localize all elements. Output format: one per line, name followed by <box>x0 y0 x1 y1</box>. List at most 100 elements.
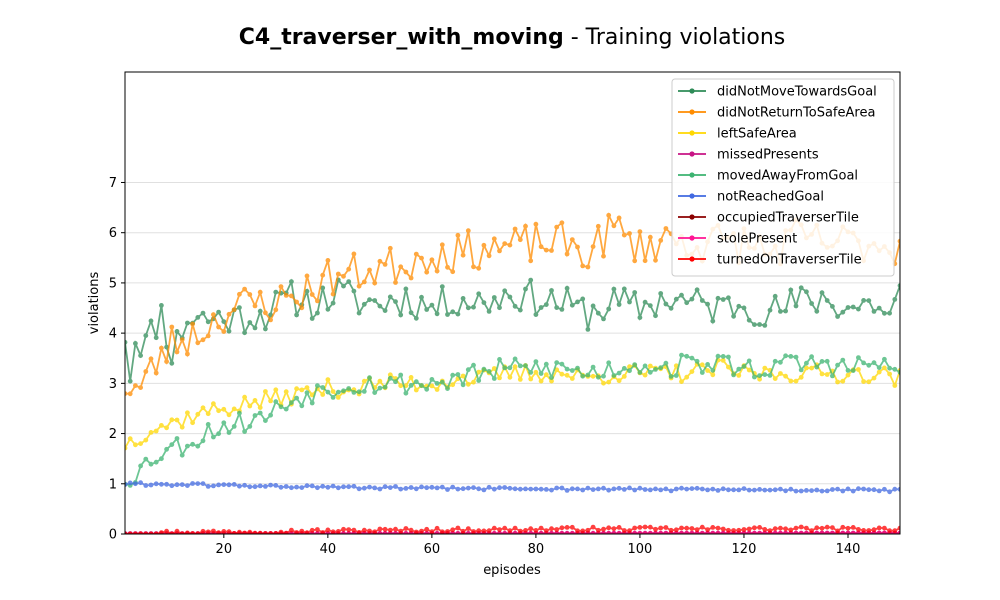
series-movedAwayFromGoal <box>125 352 900 488</box>
data-point <box>575 486 580 492</box>
data-point <box>658 291 664 296</box>
data-point <box>174 417 180 423</box>
data-point <box>559 531 565 534</box>
data-point <box>788 287 794 293</box>
data-point <box>497 357 502 362</box>
data-point <box>705 368 710 373</box>
data-point <box>455 372 461 377</box>
data-point <box>637 315 643 320</box>
plot-frame <box>124 71 901 535</box>
data-point <box>642 299 648 305</box>
data-point <box>159 456 164 462</box>
data-point <box>710 530 716 534</box>
data-point <box>585 485 591 491</box>
data-point <box>569 531 575 534</box>
data-point <box>153 481 159 487</box>
data-point <box>611 223 617 229</box>
data-point <box>367 528 372 534</box>
legend-marker <box>689 256 695 262</box>
data-point <box>299 305 305 311</box>
data-point <box>533 486 539 492</box>
data-point <box>616 370 622 376</box>
data-point <box>554 527 560 532</box>
data-point <box>372 280 378 286</box>
data-point <box>491 376 497 381</box>
data-point <box>757 525 762 530</box>
data-point <box>564 531 570 534</box>
data-point <box>736 527 742 533</box>
data-point <box>450 309 456 315</box>
data-point <box>601 253 606 259</box>
data-point <box>439 242 445 248</box>
data-point <box>830 530 835 534</box>
data-point <box>351 483 357 489</box>
data-point <box>835 314 840 319</box>
legend-label: stolePresent <box>717 232 797 247</box>
data-point <box>153 335 159 341</box>
data-point <box>793 354 799 360</box>
legend-label: didNotReturnToSafeArea <box>717 106 875 121</box>
data-point <box>387 372 393 378</box>
x-tick-label: 100 <box>628 542 653 557</box>
data-point <box>502 485 508 490</box>
data-point <box>762 372 768 377</box>
legend-item: didNotReturnToSafeArea <box>678 106 875 121</box>
data-point <box>372 390 378 395</box>
data-point <box>174 482 180 488</box>
data-point <box>798 530 804 534</box>
data-point <box>663 486 669 492</box>
data-point <box>455 486 461 492</box>
data-point <box>450 382 456 388</box>
data-point <box>559 307 565 312</box>
data-point <box>200 405 206 411</box>
data-point <box>445 529 450 534</box>
data-point <box>502 288 508 294</box>
data-point <box>169 324 175 330</box>
data-point <box>471 362 476 368</box>
data-point <box>876 525 882 531</box>
data-point <box>159 530 164 534</box>
data-point <box>882 486 887 492</box>
data-point <box>679 485 684 491</box>
data-point <box>221 406 227 412</box>
data-point <box>778 359 783 365</box>
data-point <box>606 212 612 218</box>
data-point <box>143 456 149 462</box>
data-point <box>356 389 362 395</box>
data-point <box>746 317 752 323</box>
data-point <box>455 525 461 531</box>
data-point <box>367 267 372 273</box>
data-point <box>564 372 570 378</box>
data-point <box>309 292 315 297</box>
data-point <box>491 366 497 371</box>
legend-box <box>671 78 895 277</box>
data-point <box>835 528 840 534</box>
data-point <box>611 286 617 292</box>
data-point <box>824 488 830 494</box>
data-point <box>720 530 726 534</box>
data-point <box>710 318 716 324</box>
data-point <box>304 530 310 534</box>
data-point <box>595 310 601 316</box>
data-point <box>273 531 279 534</box>
data-point <box>699 530 705 534</box>
data-point <box>517 486 523 492</box>
data-point <box>595 527 601 533</box>
data-point <box>647 487 653 493</box>
data-point <box>752 525 757 531</box>
data-point <box>377 526 383 532</box>
data-point <box>767 487 773 493</box>
data-point <box>538 244 544 250</box>
data-point <box>403 286 409 292</box>
data-point <box>601 526 606 532</box>
data-point <box>585 372 591 378</box>
data-point <box>315 298 320 304</box>
data-point <box>434 485 440 491</box>
data-point <box>138 531 143 534</box>
data-point <box>237 483 242 489</box>
data-point <box>460 373 466 379</box>
data-point <box>465 485 471 491</box>
data-point <box>445 386 450 391</box>
data-point <box>304 385 310 390</box>
data-point <box>741 364 747 369</box>
